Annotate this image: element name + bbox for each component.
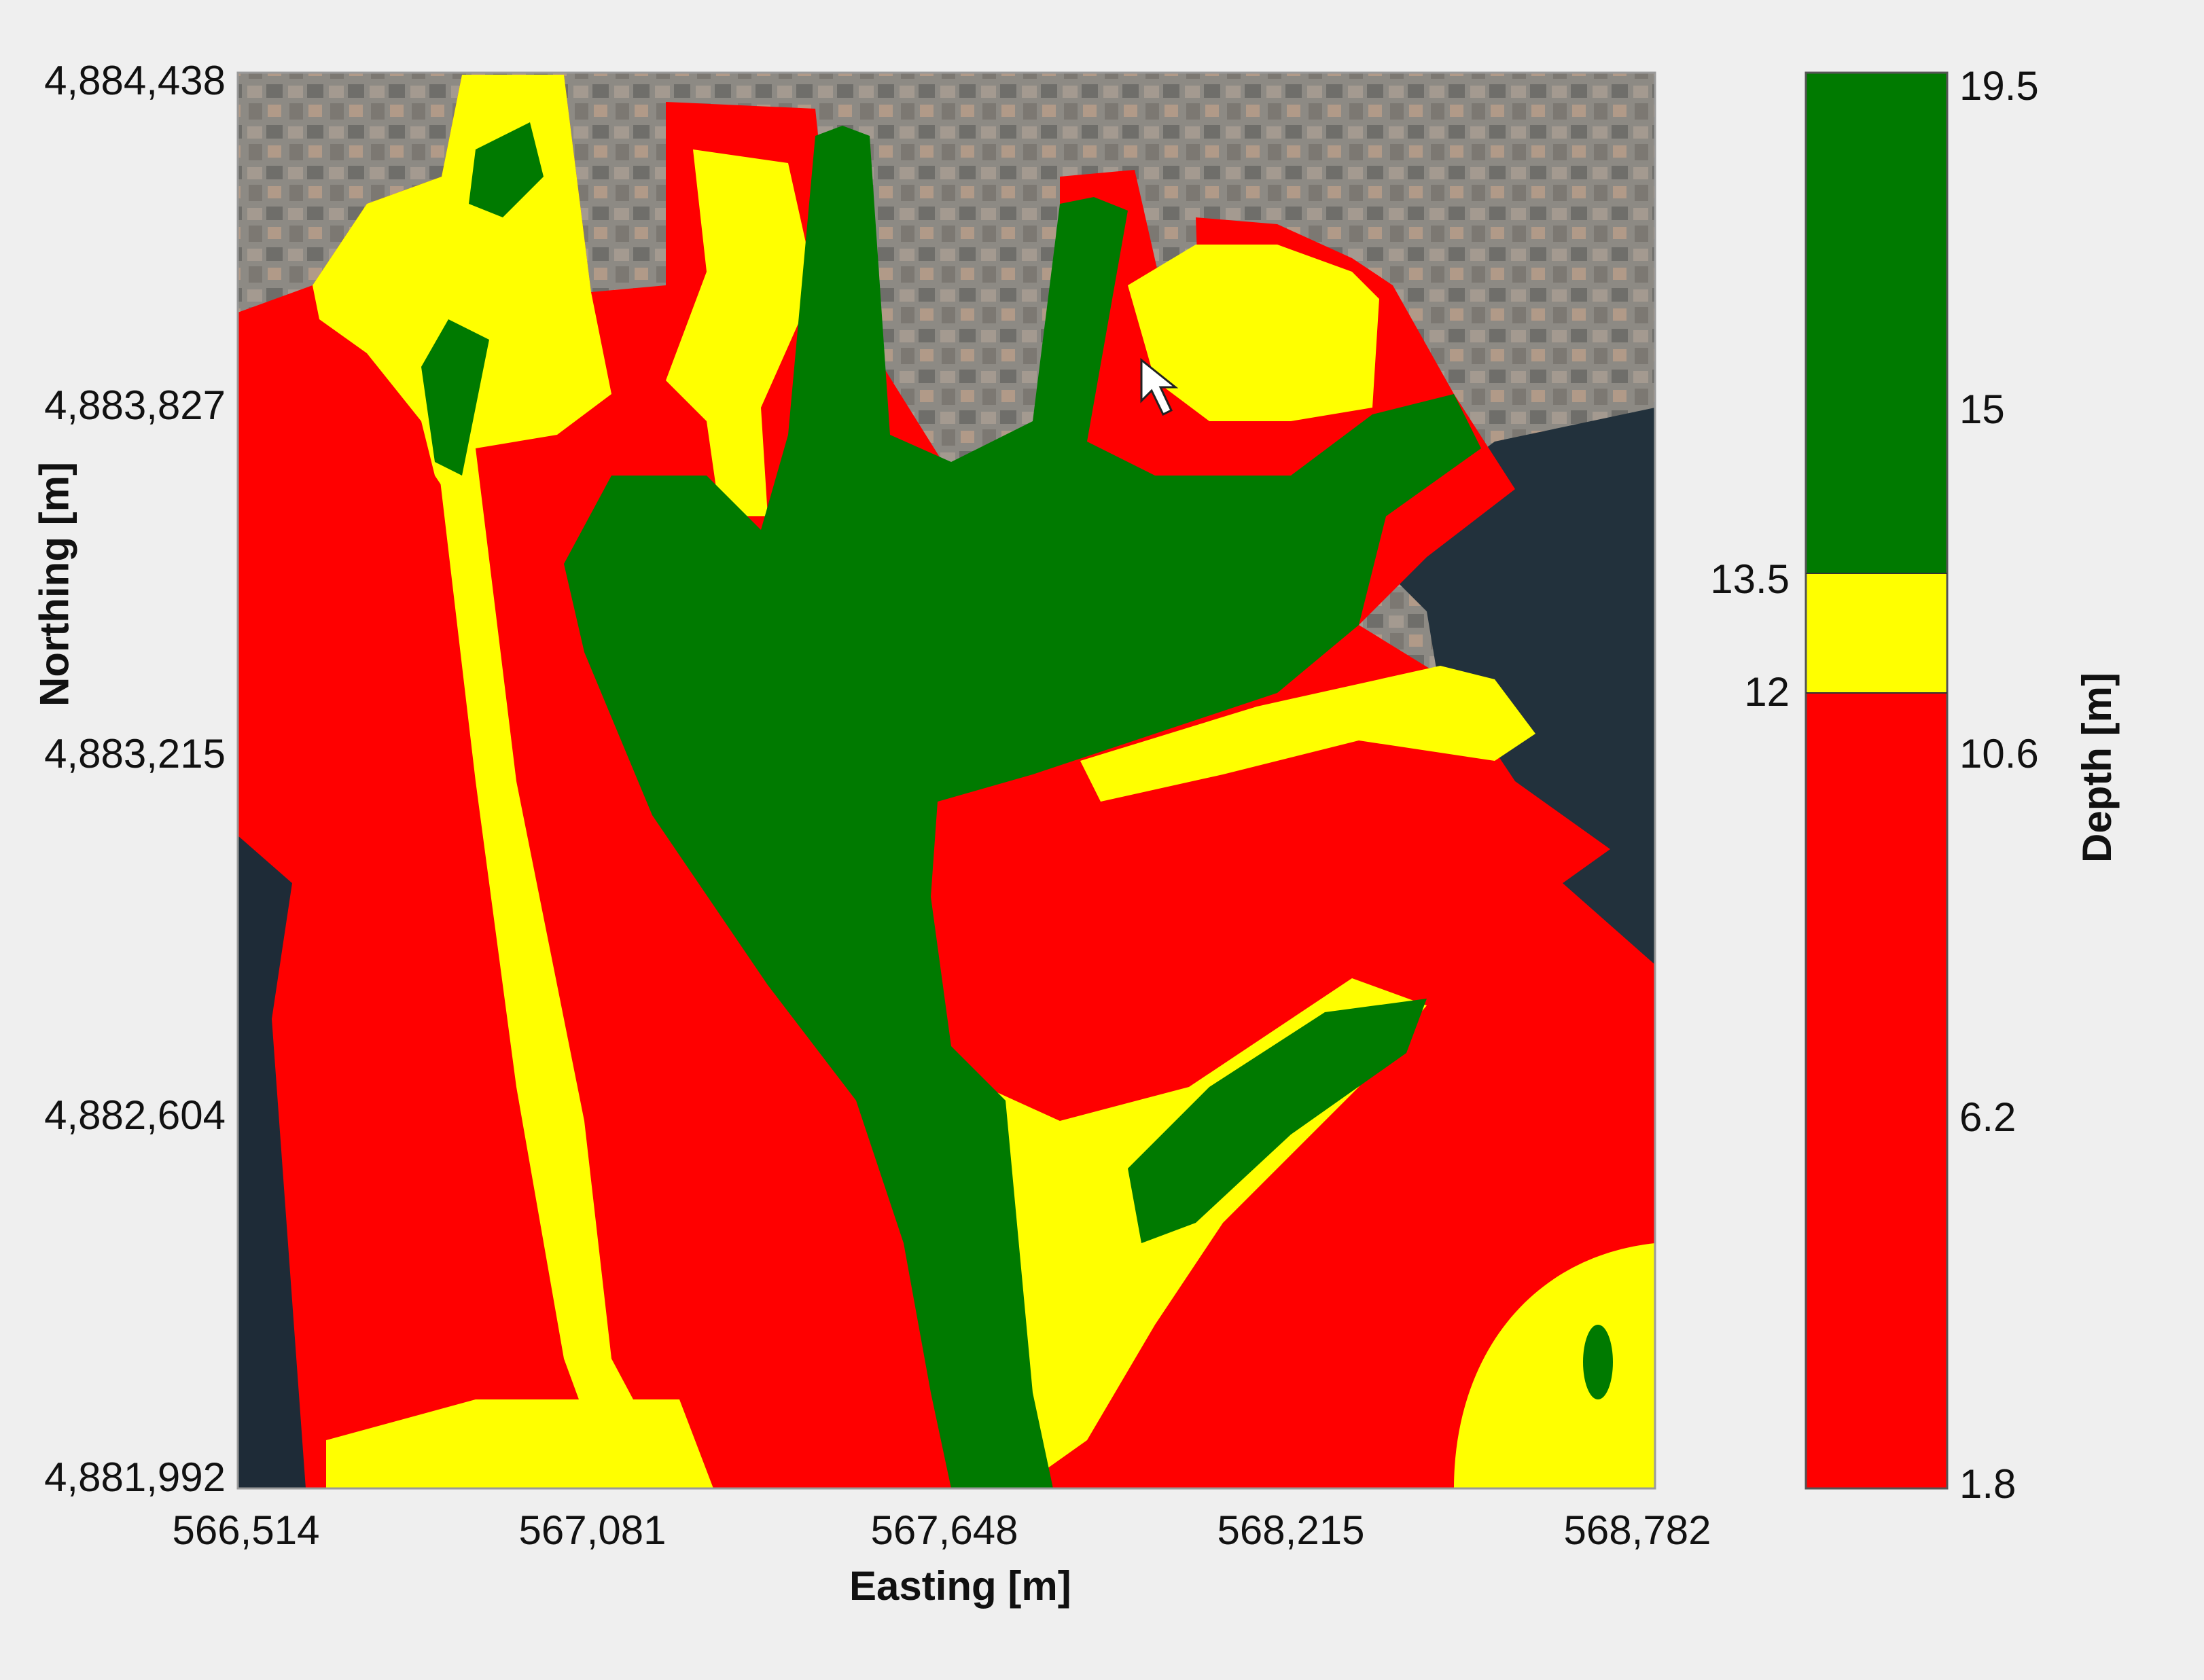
colorbar-shallow	[1806, 693, 1947, 1488]
cursor-arrow-icon	[1140, 357, 1179, 416]
map-frame	[236, 71, 1656, 1490]
medium-zone-north-center	[666, 149, 815, 516]
colorbar-tick-label: 19.5	[1959, 63, 2039, 109]
deep-patch-northwest	[421, 319, 489, 476]
x-tick-label: 568,215	[1217, 1507, 1365, 1553]
medium-zone-southeast	[1454, 1243, 1655, 1488]
x-tick-label: 566,514	[172, 1507, 320, 1553]
medium-zone-west-strip	[435, 435, 666, 1488]
y-tick-label: 4,881,992	[44, 1454, 226, 1500]
colorbar-tick-label: 6.2	[1959, 1094, 2016, 1140]
y-axis-title: Northing [m]	[31, 462, 77, 707]
deep-patch-north	[469, 122, 544, 217]
y-tick-label: 4,884,438	[44, 58, 226, 103]
deep-patch-southeast	[1128, 999, 1427, 1243]
medium-zone-east-band	[1080, 666, 1535, 802]
deep-patch-small-southeast	[1583, 1325, 1613, 1399]
colorbar-threshold-label: 13.5	[1710, 556, 1790, 602]
medium-zone-northeast	[1128, 245, 1379, 421]
medium-zone-northwest	[313, 75, 611, 516]
colorbar-tick-label: 1.8	[1959, 1461, 2016, 1507]
x-tick-label: 567,648	[870, 1507, 1018, 1553]
colorbar-tick-label: 10.6	[1959, 731, 2039, 776]
deep-channel	[564, 126, 1481, 1488]
x-axis-title: Easting [m]	[849, 1563, 1071, 1609]
colorbar-deep	[1806, 73, 1947, 573]
colorbar-tick-label: 15	[1959, 387, 2005, 432]
colorbar-threshold-label: 12	[1744, 669, 1790, 715]
x-tick-label: 567,081	[518, 1507, 666, 1553]
colorbar	[1805, 71, 1949, 1490]
colorbar-title: Depth [m]	[2074, 673, 2120, 863]
x-tick-label: 568,782	[1563, 1507, 1711, 1553]
y-tick-label: 4,882,604	[44, 1092, 226, 1138]
y-tick-label: 4,883,215	[44, 731, 226, 776]
colorbar-medium	[1806, 573, 1947, 693]
colorbar-frame	[1805, 71, 1949, 1490]
y-tick-label: 4,883,827	[44, 382, 226, 428]
medium-zone-southwest	[326, 1399, 713, 1488]
